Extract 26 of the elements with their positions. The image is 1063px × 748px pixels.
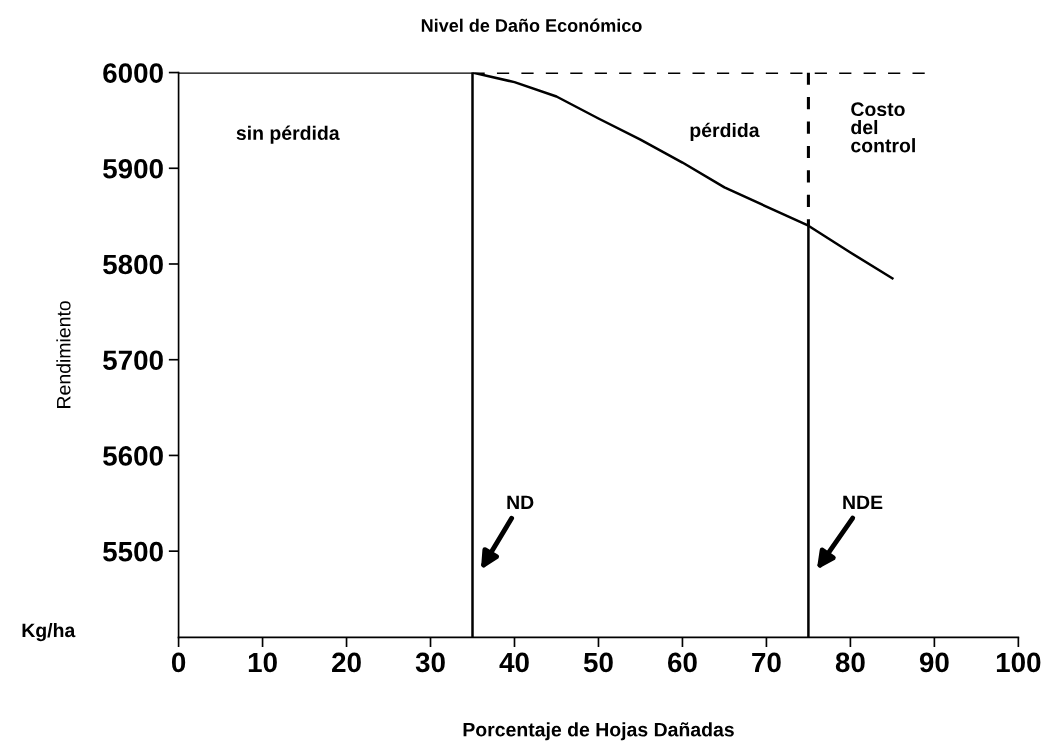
x-tick-label: 100 [996,652,1041,673]
y-tick-label: 5800 [103,254,163,275]
y-tick-label: 5900 [103,158,163,179]
y-axis-title: Rendimiento [56,301,71,408]
y-tick-label: 6000 [103,63,163,83]
x-tick-label: 30 [415,652,445,673]
annotation: ND [507,495,534,510]
x-tick-label: 10 [248,652,277,673]
text: Kg/ha [22,622,76,642]
annotation: Costo del control [851,102,915,153]
x-axis-title: Porcentaje de Hojas Dañadas [463,722,734,741]
x-tick-label: 50 [583,652,613,673]
x-tick-label: 0 [171,652,186,673]
x-tick-label: 20 [332,652,361,673]
x-tick-label: 70 [752,652,781,673]
y-tick-label: 5500 [103,541,163,562]
chart-title: Nivel de Daño Económico [421,18,642,32]
x-tick-label: 80 [835,652,865,673]
y-tick-label: 5700 [103,350,163,371]
x-tick-label: 90 [919,652,949,673]
x-tick-label: 40 [499,652,529,673]
annotation: pérdida [690,122,760,141]
annotation: sin pérdida [236,125,340,144]
annotation: NDE [843,495,883,510]
y-tick-label: 5600 [103,446,163,466]
x-tick-label: 60 [668,652,697,673]
